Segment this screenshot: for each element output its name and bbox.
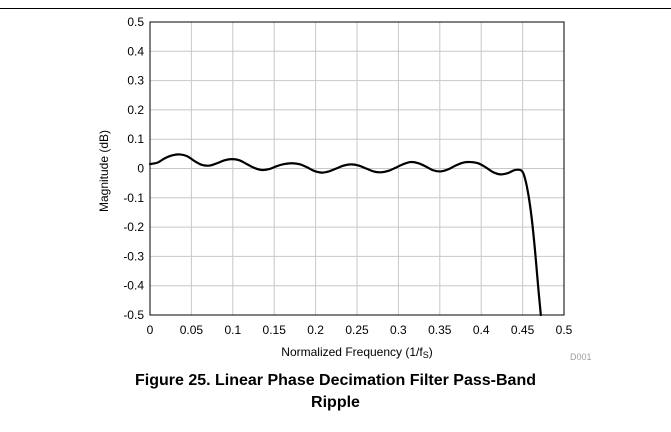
x-tick-label: 0.3 (390, 323, 407, 337)
x-tick-label: 0.45 (511, 323, 535, 337)
x-tick-label: 0.15 (263, 323, 287, 337)
x-tick-label: 0 (147, 323, 154, 337)
y-tick-label: 0.3 (127, 74, 144, 88)
y-tick-label: -0.5 (123, 308, 144, 322)
y-tick-label: 0.2 (127, 103, 144, 117)
x-axis-title-suffix: ) (429, 345, 433, 359)
x-tick-label: 0.05 (180, 323, 204, 337)
y-tick-label: -0.3 (123, 249, 144, 263)
y-tick-label: 0.4 (127, 44, 144, 58)
source-tag: D001 (570, 352, 592, 362)
x-axis-title: Normalized Frequency (1/fS) (281, 345, 432, 360)
top-rule (0, 8, 671, 9)
y-tick-label: -0.1 (123, 191, 144, 205)
x-axis: 0 0.05 0.1 0.15 0.2 0.25 0.3 0.35 0.4 0.45 0.5 (147, 323, 573, 337)
x-tick-label: 0.1 (224, 323, 241, 337)
plot-frame (149, 21, 565, 316)
grid (149, 21, 565, 316)
y-tick-label: 0.1 (127, 132, 144, 146)
x-tick-label: 0.2 (307, 323, 324, 337)
x-tick-label: 0.4 (473, 323, 490, 337)
y-axis-title: Magnitude (dB) (97, 130, 111, 212)
y-tick-label: 0 (137, 162, 144, 176)
y-tick-label: -0.2 (123, 220, 144, 234)
x-axis-title-main: Normalized Frequency (1/f (281, 345, 423, 359)
series-line (148, 153, 542, 317)
chart: 0.50.40.30.20.10-0.1-0.2-0.3-0.4-0.5 0 0.… (97, 15, 592, 362)
figure-caption: Figure 25. Linear Phase Decimation Filte… (0, 370, 671, 414)
y-axis: 0.5 0.4 0.3 0.2 0.1 0 -0.1 -0.2 -0.3 -0.4 -0.5 (123, 15, 144, 322)
x-tick-label: 0.35 (428, 323, 452, 337)
y-tick-label: 0.5 (127, 15, 144, 29)
x-tick-label: 0.25 (345, 323, 369, 337)
caption-line-1: Figure 25. Linear Phase Decimation Filte… (134, 372, 536, 389)
caption-line-2: Ripple (311, 394, 360, 411)
y-tick-label: -0.4 (123, 279, 144, 293)
x-axis-title-subscript: S (423, 350, 429, 360)
x-tick-label: 0.5 (556, 323, 573, 337)
